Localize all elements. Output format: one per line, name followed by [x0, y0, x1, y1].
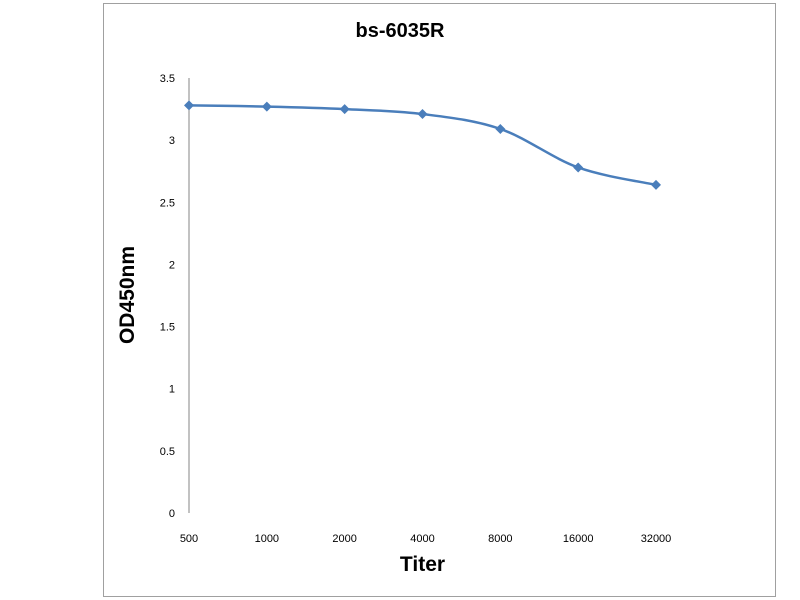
y-tick-label: 1.5 [160, 322, 175, 334]
chart-frame [103, 3, 776, 597]
y-tick-label: 0.5 [160, 446, 175, 458]
y-tick-label: 0 [169, 508, 175, 520]
y-tick-label: 3 [169, 135, 175, 147]
y-tick-label: 1 [169, 384, 175, 396]
data-point-marker [261, 101, 272, 112]
chart-title: bs-6035R [355, 20, 445, 42]
x-axis-label: Titer [399, 553, 446, 576]
x-tick-label: 4000 [410, 533, 434, 545]
y-tick-label: 2 [169, 259, 175, 271]
x-tick-label: 32000 [641, 533, 672, 545]
data-point-marker [184, 100, 194, 111]
x-tick-label: 2000 [332, 533, 356, 545]
y-tick-label: 2.5 [160, 197, 175, 209]
x-tick-label: 1000 [255, 533, 279, 545]
data-point-marker [495, 123, 506, 134]
data-point-marker [417, 109, 428, 120]
data-point-marker [339, 104, 350, 115]
x-tick-label: 8000 [488, 533, 512, 545]
y-tick-label: 3.5 [160, 73, 175, 85]
x-tick-label: 500 [180, 533, 198, 545]
data-point-marker [573, 162, 584, 173]
data-point-marker [651, 179, 661, 190]
x-tick-label: 16000 [563, 533, 594, 545]
